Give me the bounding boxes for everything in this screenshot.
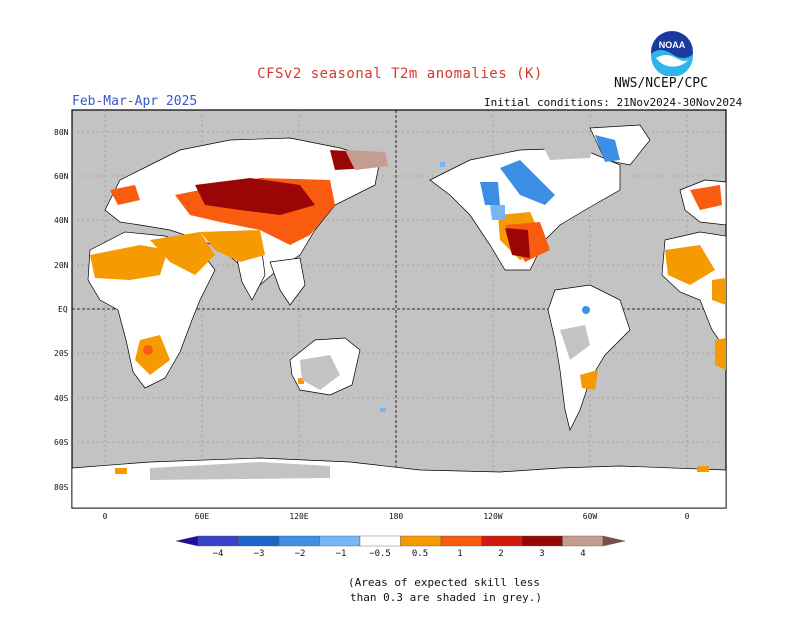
legend-tick-label: 2 (498, 549, 503, 559)
legend-swatch (400, 535, 442, 547)
anomaly-lightblue (380, 162, 505, 412)
legend-tick-label: −1 (336, 549, 347, 559)
lon-label: 60E (195, 512, 210, 521)
legend-tick-label: 3 (539, 549, 544, 559)
chart-title: CFSv2 seasonal T2m anomalies (K) (257, 66, 543, 82)
lat-label: 40N (54, 216, 69, 225)
agency-label: NWS/NCEP/CPC (614, 76, 708, 91)
lat-label: 80S (54, 483, 69, 492)
legend-tick-label: 1 (457, 549, 462, 559)
initial-conditions-label: Initial conditions: 21Nov2024-30Nov2024 (484, 96, 743, 109)
legend-tick-labels: −4 −3 −2 −1 −0.5 0.5 1 2 3 4 (213, 549, 586, 559)
lon-label: 120E (289, 512, 308, 521)
legend-tick-label: 4 (580, 549, 585, 559)
latitude-labels: 80N 60N 40N 20N EQ 20S 40S 60S 80S (54, 128, 69, 492)
lon-label: 60W (583, 512, 598, 521)
color-legend (175, 535, 626, 547)
legend-tick-label: −3 (254, 549, 265, 559)
lon-label: 0 (685, 512, 690, 521)
legend-swatch (481, 535, 523, 547)
footnote-line-1: (Areas of expected skill less (348, 576, 541, 589)
lon-label: 0 (103, 512, 108, 521)
lat-label: EQ (58, 305, 68, 314)
legend-tick-label: −2 (295, 549, 306, 559)
grid-lines (72, 110, 726, 508)
low-skill-patches (150, 138, 595, 480)
legend-tick-label: −4 (213, 549, 224, 559)
anomaly-orange (90, 212, 726, 474)
south-america (547, 284, 631, 432)
longitude-labels: 0 60E 120E 180 120W 60W 0 (103, 512, 690, 521)
legend-swatch (238, 535, 280, 547)
noaa-logo: NOAA (648, 28, 696, 77)
legend-swatch (359, 535, 401, 547)
legend-tick-label: −0.5 (369, 549, 391, 559)
season-label: Feb-Mar-Apr 2025 (72, 94, 198, 109)
lat-label: 20N (54, 261, 69, 270)
legend-swatch (319, 535, 361, 547)
north-america (429, 147, 621, 271)
legend-arrow-low (175, 535, 199, 547)
legend-swatch (521, 535, 563, 547)
logo-text: NOAA (659, 40, 686, 50)
lat-label: 60S (54, 438, 69, 447)
legend-tick-label: 0.5 (412, 549, 428, 559)
lat-label: 40S (54, 394, 69, 403)
legend-swatch (278, 535, 320, 547)
lat-label: 60N (54, 172, 69, 181)
legend-swatch (440, 535, 482, 547)
se-asia (269, 257, 306, 306)
legend-swatch (197, 535, 239, 547)
lat-label: 20S (54, 349, 69, 358)
lon-label: 120W (483, 512, 502, 521)
anomaly-blue (480, 135, 620, 314)
lat-label: 80N (54, 128, 69, 137)
legend-swatch (562, 535, 604, 547)
footnote-line-2: than 0.3 are shaded in grey.) (350, 591, 543, 604)
anomaly-brown (345, 150, 388, 170)
legend-arrow-high (602, 535, 626, 547)
lon-label: 180 (389, 512, 404, 521)
